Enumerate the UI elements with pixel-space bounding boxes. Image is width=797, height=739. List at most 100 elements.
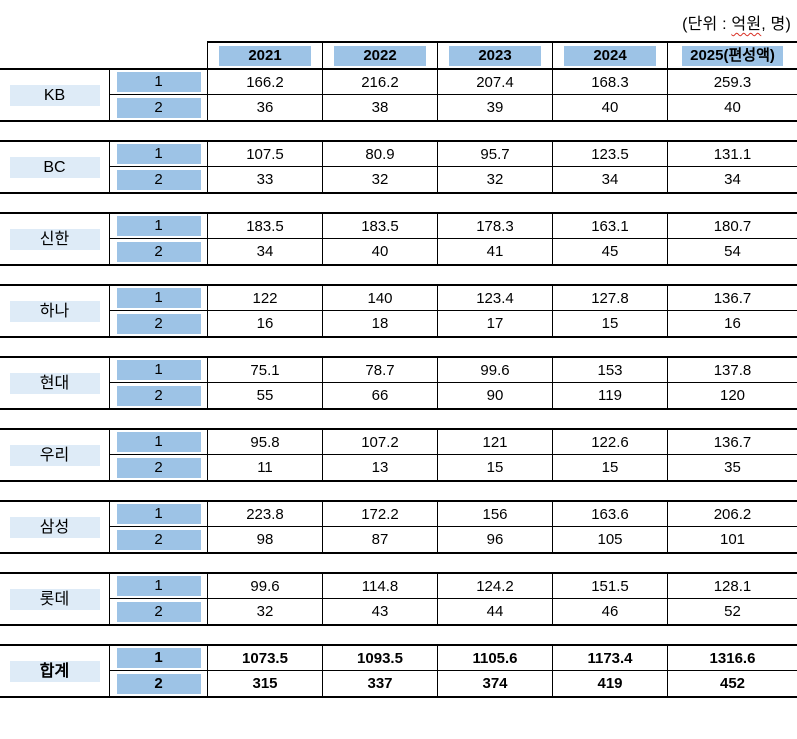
year-header-cell: 2022 bbox=[322, 43, 437, 68]
value-cell: 123.5 bbox=[552, 142, 667, 167]
value-cell: 99.6 bbox=[437, 358, 552, 383]
value-cell: 32 bbox=[207, 599, 322, 624]
row-label-cell: 1 bbox=[110, 286, 207, 311]
row-label-cell: 1 bbox=[110, 430, 207, 455]
value-cell: 136.7 bbox=[667, 430, 797, 455]
unit-caption-spellcheck-word: 억원 bbox=[731, 16, 762, 33]
value-cell: 119 bbox=[552, 383, 667, 408]
value-cell: 40 bbox=[552, 95, 667, 120]
value-cell: 114.8 bbox=[322, 574, 437, 599]
value-cell: 40 bbox=[667, 95, 797, 120]
value-cell: 90 bbox=[437, 383, 552, 408]
value-cell: 206.2 bbox=[667, 502, 797, 527]
row-label: 2 bbox=[116, 529, 201, 550]
value-cell: 15 bbox=[437, 455, 552, 480]
document-page: (단위 : 억원, 명) 2021 2022 2023 2024 2025(편성… bbox=[0, 0, 797, 698]
value-cell: 98 bbox=[207, 527, 322, 552]
row-label: 2 bbox=[116, 385, 201, 406]
company-name: 삼성 bbox=[9, 516, 100, 538]
company-block: 롯데 1 99.6 114.8 124.2 151.5 128.1 2 32 4… bbox=[0, 572, 797, 626]
unit-caption: (단위 : 억원, 명) bbox=[0, 0, 797, 41]
row-label-cell: 2 bbox=[110, 383, 207, 408]
value-cell: 34 bbox=[207, 239, 322, 264]
row-label-cell: 2 bbox=[110, 95, 207, 120]
value-cell: 101 bbox=[667, 527, 797, 552]
row-label: 2 bbox=[116, 601, 201, 622]
value-cell: 34 bbox=[552, 167, 667, 192]
value-cell: 40 bbox=[322, 239, 437, 264]
year-header-cell: 2023 bbox=[437, 43, 552, 68]
value-cell: 183.5 bbox=[322, 214, 437, 239]
value-cell: 32 bbox=[322, 167, 437, 192]
company-block: 합계 1 1073.5 1093.5 1105.6 1173.4 1316.6 … bbox=[0, 644, 797, 698]
company-name-cell: 우리 bbox=[0, 430, 110, 480]
value-cell: 140 bbox=[322, 286, 437, 311]
value-cell: 107.2 bbox=[322, 430, 437, 455]
unit-caption-suffix: , 명) bbox=[761, 16, 791, 33]
value-cell: 166.2 bbox=[207, 70, 322, 95]
value-cell: 163.6 bbox=[552, 502, 667, 527]
value-cell: 39 bbox=[437, 95, 552, 120]
company-name-cell: 신한 bbox=[0, 214, 110, 264]
value-cell: 180.7 bbox=[667, 214, 797, 239]
value-cell: 120 bbox=[667, 383, 797, 408]
year-label: 2021 bbox=[219, 45, 311, 66]
value-cell: 18 bbox=[322, 311, 437, 336]
value-cell: 337 bbox=[322, 671, 437, 696]
value-cell: 259.3 bbox=[667, 70, 797, 95]
row-label: 1 bbox=[116, 504, 201, 524]
row-label-cell: 1 bbox=[110, 502, 207, 527]
company-name: KB bbox=[9, 84, 100, 106]
value-cell: 156 bbox=[437, 502, 552, 527]
year-header-cell: 2024 bbox=[552, 43, 667, 68]
company-name: 우리 bbox=[9, 444, 100, 466]
value-cell: 153 bbox=[552, 358, 667, 383]
year-header-cell: 2025(편성액) bbox=[667, 43, 797, 68]
company-name-cell: KB bbox=[0, 70, 110, 120]
company-block: KB 1 166.2 216.2 207.4 168.3 259.3 2 36 … bbox=[0, 68, 797, 122]
value-cell: 95.7 bbox=[437, 142, 552, 167]
value-cell: 78.7 bbox=[322, 358, 437, 383]
row-label: 1 bbox=[116, 360, 201, 380]
row-label: 1 bbox=[116, 648, 201, 668]
row-label: 1 bbox=[116, 432, 201, 452]
value-cell: 137.8 bbox=[667, 358, 797, 383]
value-cell: 43 bbox=[322, 599, 437, 624]
company-name-cell: 하나 bbox=[0, 286, 110, 336]
value-cell: 122 bbox=[207, 286, 322, 311]
company-block: BC 1 107.5 80.9 95.7 123.5 131.1 2 33 32… bbox=[0, 140, 797, 194]
value-cell: 33 bbox=[207, 167, 322, 192]
company-block: 현대 1 75.1 78.7 99.6 153 137.8 2 55 66 90… bbox=[0, 356, 797, 410]
company-name: 현대 bbox=[9, 372, 100, 394]
value-cell: 1105.6 bbox=[437, 646, 552, 671]
value-cell: 16 bbox=[667, 311, 797, 336]
value-cell: 13 bbox=[322, 455, 437, 480]
value-cell: 123.4 bbox=[437, 286, 552, 311]
value-cell: 44 bbox=[437, 599, 552, 624]
row-label-cell: 2 bbox=[110, 167, 207, 192]
value-cell: 419 bbox=[552, 671, 667, 696]
company-name: 하나 bbox=[9, 300, 100, 322]
row-label-cell: 1 bbox=[110, 574, 207, 599]
value-cell: 75.1 bbox=[207, 358, 322, 383]
year-header-cell: 2021 bbox=[207, 43, 322, 68]
company-block: 하나 1 122 140 123.4 127.8 136.7 2 16 18 1… bbox=[0, 284, 797, 338]
row-label: 2 bbox=[116, 169, 201, 190]
value-cell: 105 bbox=[552, 527, 667, 552]
company-block: 우리 1 95.8 107.2 121 122.6 136.7 2 11 13 … bbox=[0, 428, 797, 482]
year-label: 2025(편성액) bbox=[682, 45, 783, 66]
value-cell: 374 bbox=[437, 671, 552, 696]
value-cell: 1073.5 bbox=[207, 646, 322, 671]
row-label-cell: 1 bbox=[110, 142, 207, 167]
company-block: 신한 1 183.5 183.5 178.3 163.1 180.7 2 34 … bbox=[0, 212, 797, 266]
row-label: 1 bbox=[116, 576, 201, 596]
company-name-cell: BC bbox=[0, 142, 110, 192]
row-label-cell: 1 bbox=[110, 646, 207, 671]
year-label: 2023 bbox=[449, 45, 541, 66]
row-label-cell: 1 bbox=[110, 70, 207, 95]
company-name-cell: 합계 bbox=[0, 646, 110, 696]
value-cell: 46 bbox=[552, 599, 667, 624]
row-label: 2 bbox=[116, 97, 201, 118]
row-label: 2 bbox=[116, 241, 201, 262]
unit-caption-prefix: (단위 : bbox=[682, 16, 732, 33]
